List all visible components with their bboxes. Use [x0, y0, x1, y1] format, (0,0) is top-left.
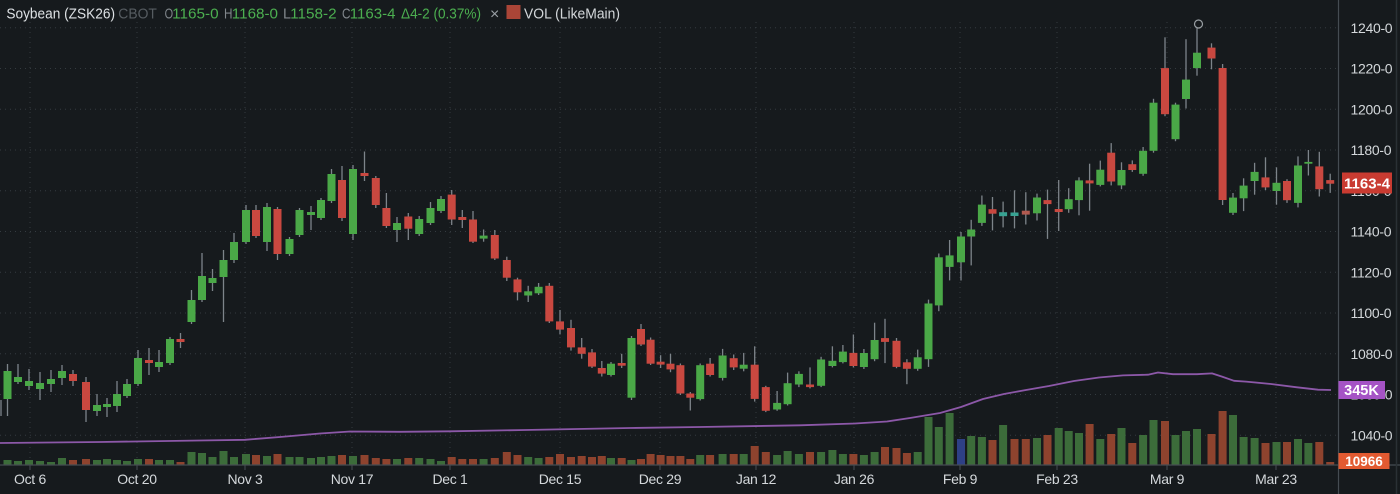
- svg-text:Dec 15: Dec 15: [539, 471, 582, 487]
- svg-text:Dec 29: Dec 29: [639, 471, 682, 487]
- svg-text:Feb 9: Feb 9: [943, 471, 978, 487]
- svg-text:1240-0: 1240-0: [1351, 20, 1393, 36]
- svg-text:1158-2: 1158-2: [290, 6, 336, 23]
- svg-text:H: H: [224, 6, 233, 23]
- svg-text:10966: 10966: [1345, 454, 1383, 469]
- svg-text:O: O: [165, 6, 174, 23]
- svg-text:1163-4: 1163-4: [1344, 176, 1391, 193]
- svg-text:Mar 9: Mar 9: [1150, 471, 1185, 487]
- svg-text:1165-0: 1165-0: [172, 6, 218, 23]
- svg-text:Soybean (ZSK26): Soybean (ZSK26): [6, 6, 115, 23]
- svg-text:1120-0: 1120-0: [1351, 264, 1392, 280]
- svg-text:CBOT: CBOT: [118, 6, 157, 23]
- svg-text:Nov 17: Nov 17: [331, 471, 374, 487]
- svg-text:1180-0: 1180-0: [1351, 142, 1392, 158]
- svg-text:Feb 23: Feb 23: [1036, 471, 1078, 487]
- svg-text:1100-0: 1100-0: [1351, 305, 1392, 321]
- svg-text:1080-0: 1080-0: [1351, 346, 1393, 362]
- svg-text:Dec 1: Dec 1: [432, 471, 468, 487]
- svg-text:1168-0: 1168-0: [232, 6, 278, 23]
- svg-text:Jan 12: Jan 12: [736, 471, 777, 487]
- svg-text:Mar 23: Mar 23: [1255, 471, 1297, 487]
- svg-text:1040-0: 1040-0: [1351, 427, 1393, 443]
- svg-text:Nov 3: Nov 3: [227, 471, 263, 487]
- svg-text:L: L: [283, 6, 291, 23]
- svg-text:Oct 6: Oct 6: [14, 471, 46, 487]
- svg-text:1200-0: 1200-0: [1351, 101, 1393, 117]
- svg-text:1220-0: 1220-0: [1351, 61, 1393, 77]
- svg-text:1140-0: 1140-0: [1351, 224, 1392, 240]
- svg-text:×: ×: [490, 6, 499, 23]
- svg-text:345K: 345K: [1344, 383, 1379, 399]
- svg-text:C: C: [342, 6, 351, 23]
- svg-text:Δ4-2 (0.37%): Δ4-2 (0.37%): [401, 6, 481, 23]
- svg-text:VOL (LikeMain): VOL (LikeMain): [524, 6, 620, 23]
- svg-text:1163-4: 1163-4: [350, 6, 396, 23]
- svg-text:Oct 20: Oct 20: [117, 471, 157, 487]
- svg-text:Jan 26: Jan 26: [834, 471, 875, 487]
